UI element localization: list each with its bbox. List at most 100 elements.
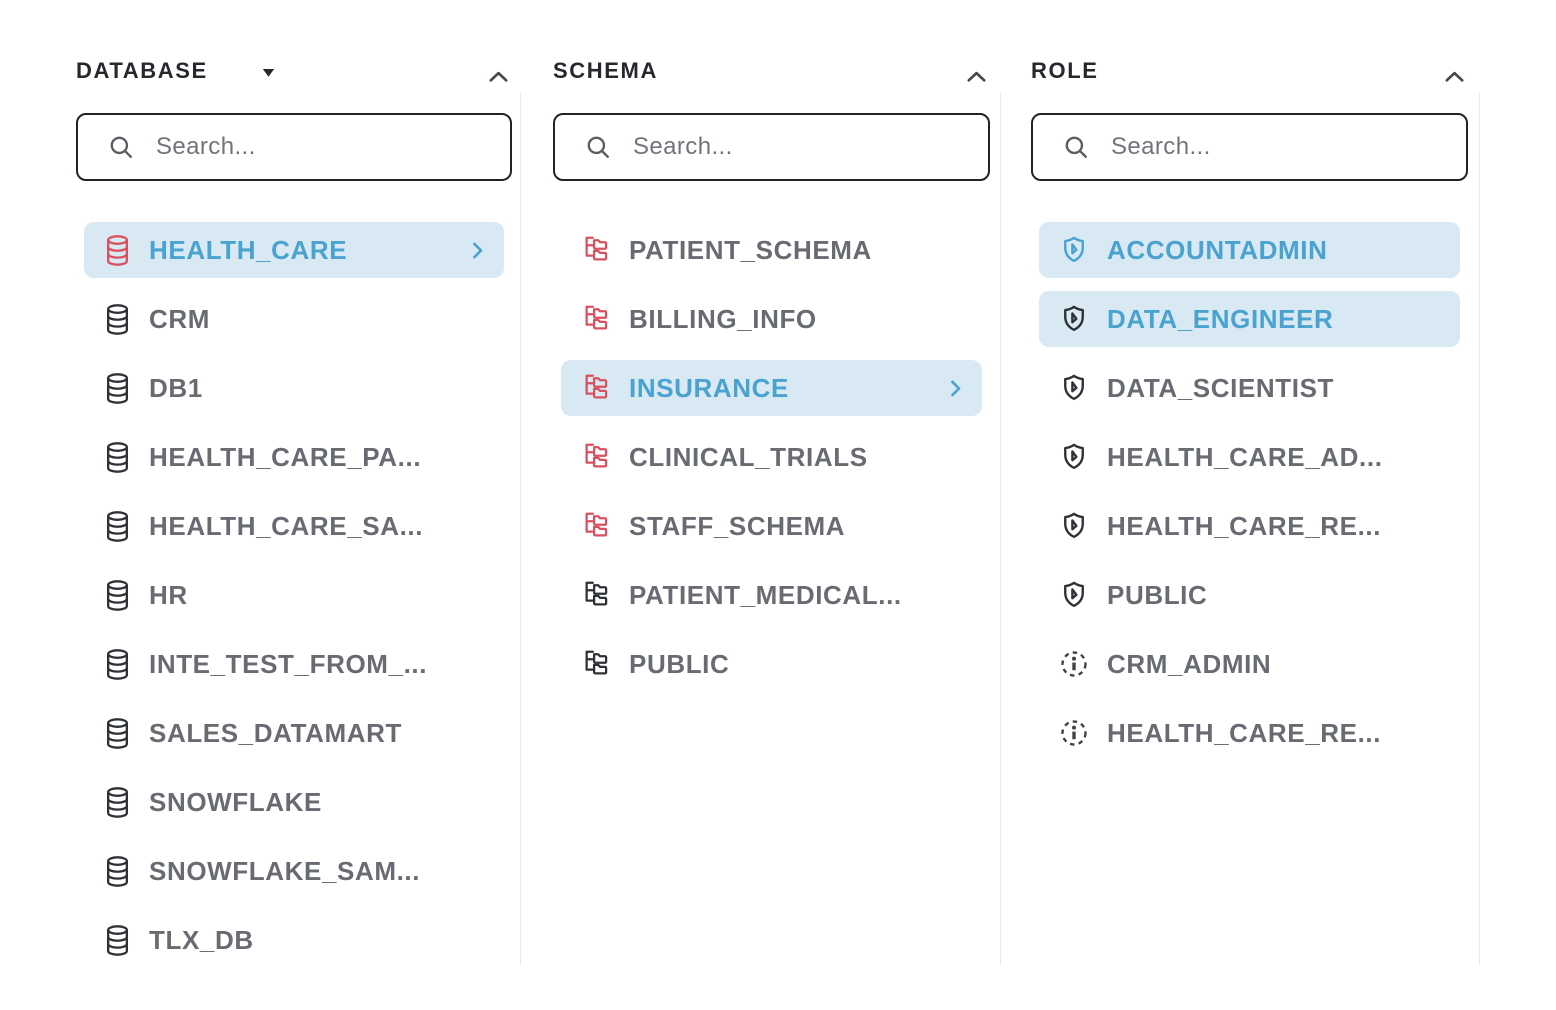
database-item-label: HEALTH_CARE_PA...	[149, 441, 422, 472]
column-divider	[1479, 92, 1480, 965]
role-item-selected[interactable]: ACCOUNTADMIN	[1039, 222, 1460, 278]
schema-item-label: PATIENT_SCHEMA	[629, 234, 872, 265]
schema-tree-icon	[581, 580, 611, 610]
schema-tree-icon	[581, 235, 611, 265]
database-item-label: HEALTH_CARE	[149, 234, 348, 265]
schema-item[interactable]: BILLING_INFO	[561, 291, 982, 347]
database-item[interactable]: SALES_DATAMART	[84, 705, 504, 761]
collapse-chevron-up-icon[interactable]	[487, 65, 510, 88]
database-item[interactable]: HEALTH_CARE_SA...	[84, 498, 504, 554]
schema-item[interactable]: PATIENT_MEDICAL...	[561, 567, 982, 623]
schema-list: PATIENT_SCHEMA BILLING_INFO INSURANCE CL…	[553, 222, 990, 692]
database-item[interactable]: SNOWFLAKE	[84, 774, 504, 830]
database-item[interactable]: CRM	[84, 291, 504, 347]
schema-item-label: BILLING_INFO	[629, 303, 817, 334]
role-item[interactable]: PUBLIC	[1039, 567, 1460, 623]
role-search-box	[1031, 113, 1468, 181]
database-icon	[104, 786, 131, 819]
database-item-label: DB1	[149, 372, 203, 403]
role-item[interactable]: CRM_ADMIN	[1039, 636, 1460, 692]
schema-item-label: PATIENT_MEDICAL...	[629, 579, 902, 610]
schema-item-label: INSURANCE	[629, 372, 789, 403]
dropdown-triangle-icon[interactable]	[260, 64, 277, 81]
schema-item-label: PUBLIC	[629, 648, 730, 679]
role-item[interactable]: DATA_SCIENTIST	[1039, 360, 1460, 416]
database-item[interactable]: SNOWFLAKE_SAM...	[84, 843, 504, 899]
role-panel-title: ROLE	[1031, 58, 1099, 83]
database-item-label: CRM	[149, 303, 211, 334]
schema-panel-header: SCHEMA	[553, 52, 990, 90]
database-item-label: SNOWFLAKE_SAM...	[149, 855, 421, 886]
info-dashed-icon	[1059, 718, 1089, 748]
search-icon	[1063, 134, 1089, 160]
schema-tree-icon	[581, 442, 611, 472]
chevron-right-icon[interactable]	[467, 240, 488, 261]
shield-icon	[1059, 235, 1089, 265]
database-icon	[104, 924, 131, 957]
shield-icon	[1059, 373, 1089, 403]
shield-icon	[1059, 580, 1089, 610]
role-item[interactable]: HEALTH_CARE_RE...	[1039, 498, 1460, 554]
role-list: ACCOUNTADMIN DATA_ENGINEER DATA_SCIENTIS…	[1031, 222, 1468, 761]
database-item[interactable]: HEALTH_CARE_PA...	[84, 429, 504, 485]
database-panel-title: DATABASE	[76, 58, 208, 83]
database-icon	[104, 855, 131, 888]
database-item-label: TLX_DB	[149, 924, 254, 955]
column-divider	[520, 92, 521, 965]
role-item[interactable]: HEALTH_CARE_RE...	[1039, 705, 1460, 761]
database-icon	[104, 234, 131, 267]
role-item-label: DATA_SCIENTIST	[1107, 372, 1335, 403]
database-search-input[interactable]	[154, 132, 492, 162]
database-item[interactable]: DB1	[84, 360, 504, 416]
schema-item[interactable]: PATIENT_SCHEMA	[561, 222, 982, 278]
role-item-label: HEALTH_CARE_AD...	[1107, 441, 1383, 472]
database-item-label: INTE_TEST_FROM_...	[149, 648, 428, 679]
collapse-chevron-up-icon[interactable]	[965, 65, 988, 88]
column-divider	[1000, 92, 1001, 965]
database-item-label: SNOWFLAKE	[149, 786, 322, 817]
role-item-label: HEALTH_CARE_RE...	[1107, 717, 1382, 748]
database-icon	[104, 303, 131, 336]
search-icon	[108, 134, 134, 160]
chevron-right-icon[interactable]	[945, 378, 966, 399]
database-item[interactable]: HR	[84, 567, 504, 623]
schema-panel: SCHEMA PATIENT_SCHEMA BILLING_INFO INSUR…	[553, 0, 990, 705]
shield-icon	[1059, 304, 1089, 334]
role-item-label: HEALTH_CARE_RE...	[1107, 510, 1382, 541]
collapse-chevron-up-icon[interactable]	[1443, 65, 1466, 88]
database-icon	[104, 579, 131, 612]
schema-tree-icon	[581, 373, 611, 403]
database-item-label: SALES_DATAMART	[149, 717, 402, 748]
shield-icon	[1059, 511, 1089, 541]
database-list: HEALTH_CARE CRM DB1 HEALTH_CARE_PA... HE…	[76, 222, 512, 968]
role-item-label: DATA_ENGINEER	[1107, 303, 1334, 334]
schema-tree-icon	[581, 511, 611, 541]
schema-item-label: CLINICAL_TRIALS	[629, 441, 868, 472]
schema-panel-title: SCHEMA	[553, 58, 658, 83]
schema-search-input[interactable]	[631, 132, 970, 162]
schema-item[interactable]: PUBLIC	[561, 636, 982, 692]
database-item[interactable]: INTE_TEST_FROM_...	[84, 636, 504, 692]
database-icon	[104, 441, 131, 474]
schema-tree-icon	[581, 304, 611, 334]
role-item-selected[interactable]: DATA_ENGINEER	[1039, 291, 1460, 347]
info-dashed-icon	[1059, 649, 1089, 679]
schema-item-selected[interactable]: INSURANCE	[561, 360, 982, 416]
schema-item[interactable]: CLINICAL_TRIALS	[561, 429, 982, 485]
role-item-label: ACCOUNTADMIN	[1107, 234, 1328, 265]
role-search-input[interactable]	[1109, 132, 1448, 162]
database-panel: DATABASE HEALTH_CARE CRM DB1 HEALTH_CARE…	[76, 0, 512, 981]
database-item-selected[interactable]: HEALTH_CARE	[84, 222, 504, 278]
search-icon	[585, 134, 611, 160]
database-search-box	[76, 113, 512, 181]
schema-item[interactable]: STAFF_SCHEMA	[561, 498, 982, 554]
database-icon	[104, 372, 131, 405]
shield-icon	[1059, 442, 1089, 472]
database-item[interactable]: TLX_DB	[84, 912, 504, 968]
database-panel-header: DATABASE	[76, 52, 512, 90]
role-panel-header: ROLE	[1031, 52, 1468, 90]
role-panel: ROLE ACCOUNTADMIN DATA_ENGINEER DATA_SCI…	[1031, 0, 1468, 774]
role-item-label: PUBLIC	[1107, 579, 1208, 610]
role-item[interactable]: HEALTH_CARE_AD...	[1039, 429, 1460, 485]
schema-search-box	[553, 113, 990, 181]
